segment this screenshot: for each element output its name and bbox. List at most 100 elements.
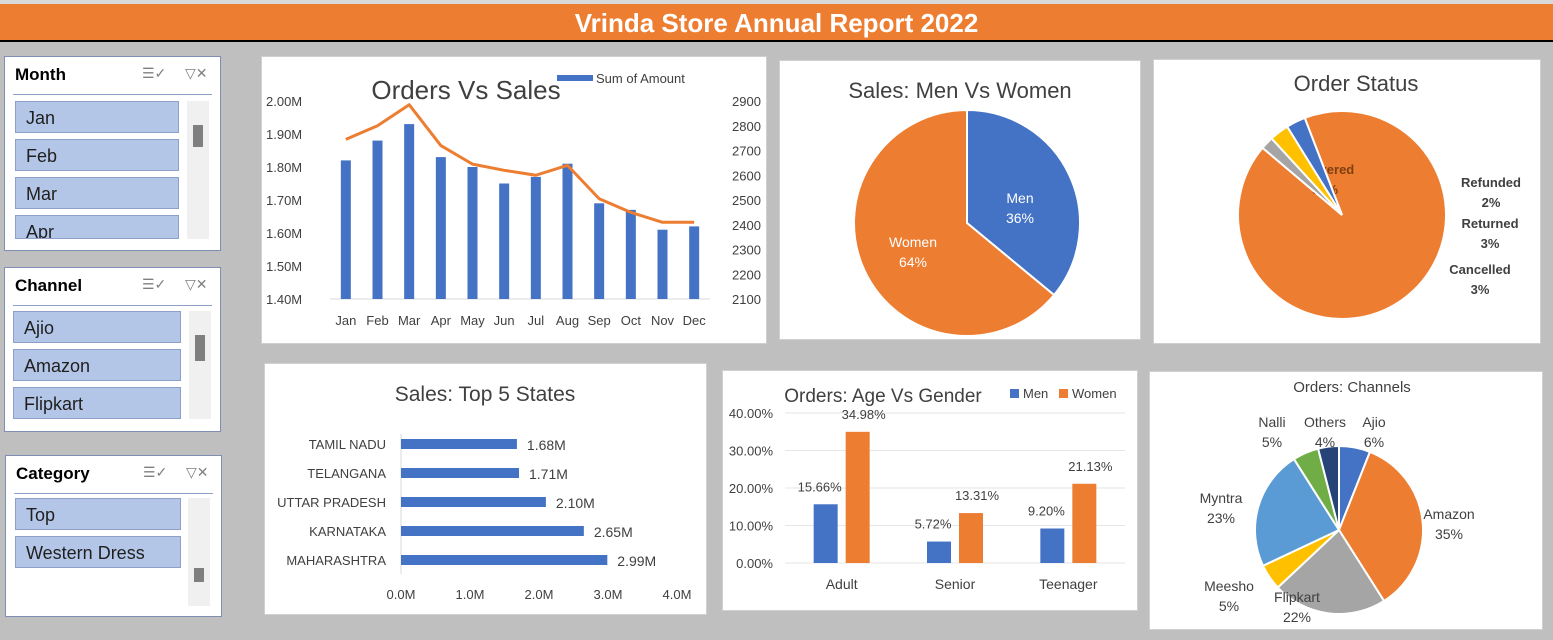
channel-slicer: Channel ☰✓ ▽✕ Ajio Amazon Flipkart [4, 267, 221, 432]
pie-slice-flipkart [1276, 528, 1386, 615]
order-status-chart[interactable]: Order StatusDelivered92%Refunded2%Return… [1153, 59, 1541, 344]
multi-select-icon[interactable]: ☰✓ [143, 464, 168, 480]
bar-sum-of-amount [435, 157, 446, 299]
slicer-item-jan[interactable]: Jan [15, 101, 179, 133]
slicer-item-amazon[interactable]: Amazon [13, 349, 181, 381]
bar-sum-of-amount [340, 160, 351, 299]
scrollbar-thumb[interactable] [194, 568, 204, 582]
top-states-svg: Sales: Top 5 States TAMIL NADU 1.68M TELANG… [277, 383, 692, 602]
clear-filter-icon[interactable]: ▽✕ [186, 464, 209, 480]
pie-pct-cancelled: 3% [1471, 282, 1490, 297]
month-slicer: Month ☰✓ ▽✕ Jan Feb Mar Apr [4, 56, 221, 251]
data-label: 2.99M [617, 553, 656, 569]
x-tick-label: 4.0M [663, 587, 692, 602]
state-label: UTTAR PRADESH [277, 495, 386, 510]
y-right-tick-label: 2800 [732, 119, 761, 134]
pie-slice-amazon [1337, 450, 1424, 603]
bar-sum-of-amount [404, 124, 415, 299]
y-right-tick-label: 2400 [732, 218, 761, 233]
y-right-tick-label: 2200 [732, 267, 761, 282]
slicer-item-top[interactable]: Top [15, 498, 181, 530]
chart-title: Order Status [1294, 71, 1419, 96]
y-tick-label: 20.00% [729, 481, 774, 496]
slicer-divider [13, 94, 212, 95]
chart-title: Orders Vs Sales [371, 75, 560, 105]
category-slicer-scrollbar[interactable] [188, 498, 210, 606]
pie-label-women: Women [889, 234, 937, 250]
data-label: 2.65M [594, 524, 633, 540]
x-tick-label: Teenager [1039, 576, 1098, 592]
clear-filter-icon[interactable]: ▽✕ [185, 65, 208, 81]
y-right-tick-label: 2600 [732, 168, 761, 183]
sales-men-women-svg: Sales: Men Vs Women Men 36% Women 64% [848, 78, 1081, 337]
data-label: 21.13% [1068, 459, 1113, 474]
top-states-chart[interactable]: Sales: Top 5 States TAMIL NADU 1.68M TELANG… [264, 363, 707, 615]
bar-sum-of-amount [657, 229, 668, 299]
month-slicer-scrollbar[interactable] [187, 101, 209, 239]
x-tick-label: Oct [621, 313, 642, 328]
legend-swatch-men [1010, 389, 1019, 398]
order-status-svg: Order StatusDelivered92%Refunded2%Return… [1237, 71, 1521, 320]
state-label: MAHARASHTRA [286, 553, 386, 568]
x-tick-label: May [460, 313, 485, 328]
bar-men [1040, 528, 1065, 563]
data-label: 1.71M [529, 466, 568, 482]
slicer-item-flipkart[interactable]: Flipkart [13, 387, 181, 419]
y-left-tick-label: 1.80M [266, 160, 302, 175]
multi-select-icon[interactable]: ☰✓ [142, 276, 167, 292]
bar-men [813, 504, 838, 563]
slicer-item-feb[interactable]: Feb [15, 139, 179, 171]
pie-pct-returned: 3% [1481, 236, 1500, 251]
state-label: TELANGANA [307, 466, 386, 481]
y-right-tick-label: 2900 [732, 94, 761, 109]
slicer-item-apr[interactable]: Apr [15, 215, 179, 239]
x-tick-label: Adult [826, 576, 858, 592]
channel-slicer-scrollbar[interactable] [189, 311, 211, 419]
x-tick-label: Aug [556, 313, 579, 328]
orders-vs-sales-chart[interactable]: Orders Vs Sales Sum of Amount 2.00M 1.90M 1.… [261, 56, 767, 344]
x-tick-label: Jun [494, 313, 515, 328]
y-left-tick-label: 1.40M [266, 292, 302, 307]
data-label: 5.72% [915, 517, 952, 532]
report-title: Vrinda Store Annual Report 2022 [0, 4, 1553, 42]
chart-title: Sales: Top 5 States [395, 383, 576, 406]
x-tick-label: Apr [431, 313, 452, 328]
y-right-tick-label: 2300 [732, 243, 761, 258]
x-tick-label: 3.0M [594, 587, 623, 602]
y-tick-label: 10.00% [729, 519, 774, 534]
bar-state [401, 526, 584, 536]
pie-label-flipkart: Flipkart [1274, 589, 1320, 605]
category-slicer-header: Category [16, 464, 90, 483]
slicer-item-ajio[interactable]: Ajio [13, 311, 181, 343]
bar-state [401, 497, 546, 507]
x-tick-label: 1.0M [456, 587, 485, 602]
age-gender-chart[interactable]: Orders: Age Vs Gender Men Women 40.00% 30.00… [722, 370, 1138, 611]
legend-swatch-sum-of-amount [557, 75, 593, 81]
clear-filter-icon[interactable]: ▽✕ [185, 276, 208, 292]
x-tick-label: 2.0M [525, 587, 554, 602]
channels-chart[interactable]: Orders: Channels Ajio 6% Amazon 35% Flipkart 2… [1149, 371, 1543, 630]
y-left-tick-label: 1.60M [266, 226, 302, 241]
pie-label-myntra: Myntra [1200, 490, 1243, 506]
pie-slice-men [966, 108, 1081, 297]
pie-label-refunded: Refunded [1461, 175, 1521, 190]
data-label: 15.66% [798, 479, 843, 494]
sales-men-women-chart[interactable]: Sales: Men Vs Women Men 36% Women 64% [779, 60, 1141, 340]
y-left-tick-label: 1.50M [266, 259, 302, 274]
slicer-item-mar[interactable]: Mar [15, 177, 179, 209]
multi-select-icon[interactable]: ☰✓ [142, 65, 167, 81]
pie-pct-men: 36% [1006, 210, 1034, 226]
pie-label-amazon: Amazon [1423, 506, 1474, 522]
x-tick-label: Senior [935, 576, 976, 592]
orders-vs-sales-svg: Orders Vs Sales Sum of Amount 2.00M 1.90M 1.… [266, 71, 761, 328]
bar-women [845, 431, 870, 563]
chart-title: Orders: Age Vs Gender [784, 386, 982, 407]
scrollbar-thumb[interactable] [195, 335, 205, 361]
pie-pct-ajio: 6% [1364, 434, 1384, 450]
pie-pct-women: 64% [899, 254, 927, 270]
slicer-item-western-dress[interactable]: Western Dress [15, 536, 181, 568]
pie-slice-women [853, 108, 1056, 337]
x-tick-label: Jul [528, 313, 545, 328]
y-tick-label: 40.00% [729, 406, 774, 421]
scrollbar-thumb[interactable] [193, 125, 203, 147]
